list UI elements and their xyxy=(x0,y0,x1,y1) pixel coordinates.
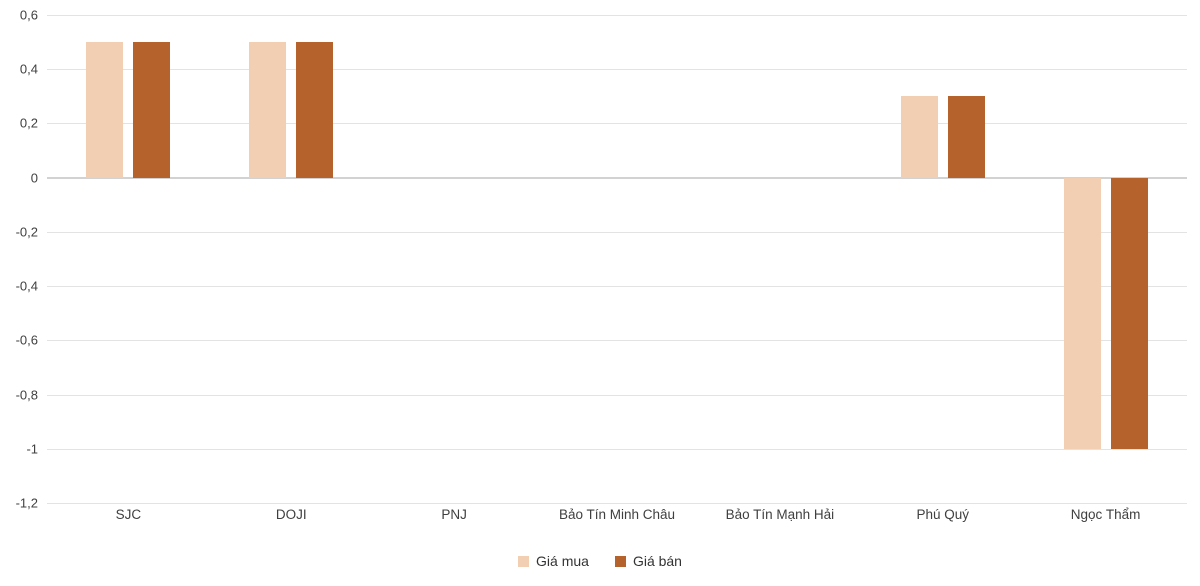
y-axis: 0,6 0,4 0,2 0 -0,2 -0,4 -0,6 -0,8 -1 -1,2 xyxy=(0,0,38,586)
x-axis: SJC DOJI PNJ Bảo Tín Minh Châu Bảo Tín Mạnh … xyxy=(47,507,1187,527)
y-tick-label-1: -1 xyxy=(26,441,38,457)
bar-gia-mua-sjc xyxy=(86,42,124,178)
bar-gia-ban-ngoc-tham xyxy=(1110,177,1148,449)
x-category-label-ngoc-tham: Ngọc Thẩm xyxy=(1070,507,1141,522)
x-category-label-doji: DOJI xyxy=(275,507,307,522)
gridline xyxy=(47,123,1187,125)
legend-swatch-gia-ban xyxy=(614,555,626,567)
bar-gia-mua-ngoc-tham xyxy=(1063,177,1101,449)
y-tick-label-0-6: -0,6 xyxy=(15,332,38,348)
legend: Giá mua Giá bán xyxy=(0,549,1200,573)
gridline xyxy=(47,448,1187,450)
gridline xyxy=(47,503,1187,504)
x-category-label-sjc: SJC xyxy=(115,507,142,522)
y-tick-label-0-2: 0,2 xyxy=(19,115,38,131)
bar-gia-ban-sjc xyxy=(133,42,171,178)
x-category-label-bao-tin-manh-hai: Bảo Tín Mạnh Hải xyxy=(725,507,835,522)
x-category-label-bao-tin-minh-chau: Bảo Tín Minh Châu xyxy=(558,507,676,522)
gridline xyxy=(47,69,1187,71)
legend-label-gia-mua: Giá mua xyxy=(536,553,589,569)
y-tick-label-0-8: -0,8 xyxy=(15,387,38,403)
gridline xyxy=(47,394,1187,396)
bar-gia-ban-phu-quy xyxy=(947,96,985,178)
y-tick-label-0-6: 0,6 xyxy=(19,7,38,23)
legend-item-gia-ban: Giá bán xyxy=(614,553,682,569)
gridline xyxy=(47,340,1187,342)
x-category-label-pnj: PNJ xyxy=(441,507,467,522)
gridline xyxy=(47,231,1187,233)
y-tick-label-0-4: -0,4 xyxy=(15,278,38,294)
gridline xyxy=(47,286,1187,288)
x-category-label-phu-quy: Phú Quý xyxy=(916,507,969,522)
y-tick-label-0: 0 xyxy=(30,170,38,186)
y-tick-label-0-2: -0,2 xyxy=(15,224,38,240)
bar-gia-mua-phu-quy xyxy=(900,96,938,178)
legend-item-gia-mua: Giá mua xyxy=(518,553,589,569)
y-tick-label-1-2: -1,2 xyxy=(15,495,38,511)
legend-swatch-gia-mua xyxy=(518,555,530,567)
legend-label-gia-ban: Giá bán xyxy=(632,553,682,569)
zero-axis-line xyxy=(47,176,1187,179)
y-tick-label-0-4: 0,4 xyxy=(19,61,38,77)
bar-gia-mua-doji xyxy=(249,42,287,178)
plot-area xyxy=(47,15,1187,504)
gridline xyxy=(47,15,1187,16)
bar-gia-ban-doji xyxy=(296,42,334,178)
